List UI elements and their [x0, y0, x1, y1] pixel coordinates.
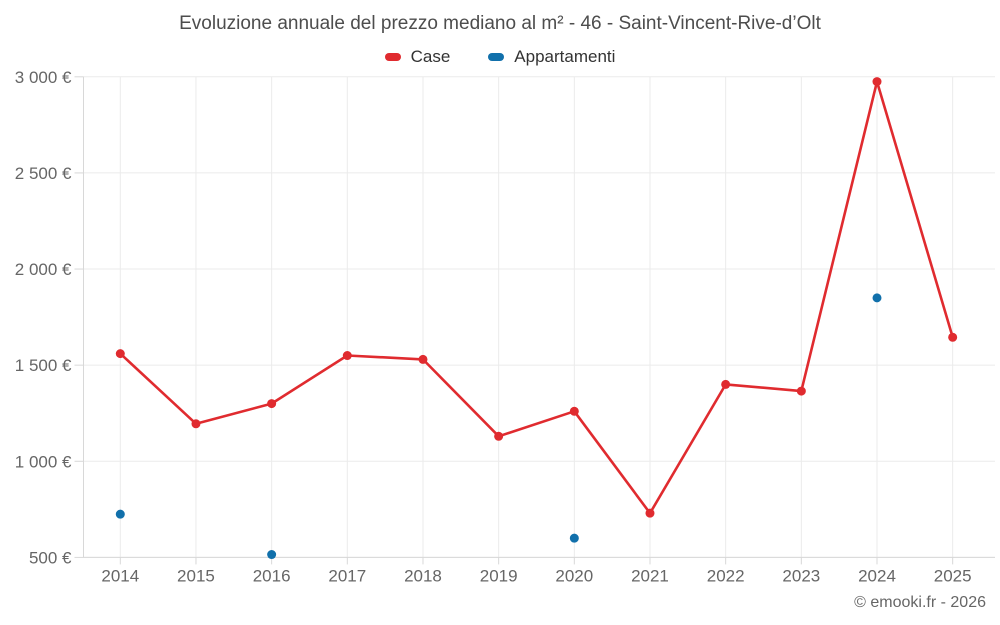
x-axis-label: 2019 — [480, 567, 518, 586]
x-axis-label: 2015 — [177, 567, 215, 586]
x-axis-label: 2023 — [782, 567, 820, 586]
point-case-2014 — [115, 349, 125, 359]
point-appartamenti-2020 — [569, 533, 579, 543]
point-case-2016 — [267, 399, 277, 409]
point-case-2015 — [191, 419, 201, 429]
x-axis-label: 2014 — [101, 567, 139, 586]
legend-item-case[interactable]: Case — [384, 47, 451, 66]
point-case-2025 — [948, 332, 958, 342]
point-case-2021 — [645, 508, 655, 518]
legend-label-appartamenti: Appartamenti — [514, 47, 616, 66]
x-axis-label: 2021 — [631, 567, 669, 586]
point-case-2022 — [721, 379, 731, 389]
series-appartamenti — [115, 293, 882, 560]
y-axis-label: 500 € — [29, 548, 72, 567]
x-axis-label: 2020 — [555, 567, 593, 586]
point-case-2024 — [872, 77, 882, 87]
point-case-2020 — [569, 406, 579, 416]
gridlines — [83, 76, 995, 558]
y-axis-label: 1 000 € — [15, 452, 72, 471]
legend-swatch-case-icon — [384, 52, 401, 61]
y-axis-label: 2 000 € — [15, 260, 72, 279]
legend: Case Appartamenti — [0, 48, 1000, 65]
series-line-case — [119, 80, 954, 515]
point-appartamenti-2016 — [267, 550, 277, 560]
point-case-2019 — [494, 431, 504, 441]
x-axis-label: 2022 — [707, 567, 745, 586]
point-appartamenti-2014 — [115, 509, 125, 519]
series-case — [115, 77, 958, 518]
legend-label-case: Case — [410, 47, 451, 66]
y-axis-label: 2 500 € — [15, 164, 72, 183]
x-axis-labels: 2014 2015 2016 2017 2018 2019 2020 2021 2022 2023… — [101, 567, 971, 586]
point-appartamenti-2024 — [872, 293, 882, 303]
x-axis-label: 2017 — [328, 567, 366, 586]
y-axis-label: 1 500 € — [15, 356, 72, 375]
x-axis-label: 2025 — [934, 567, 972, 586]
legend-item-appartamenti[interactable]: Appartamenti — [488, 48, 615, 65]
x-axis-label: 2016 — [253, 567, 291, 586]
credit-text: © emooki.fr - 2026 — [854, 594, 986, 611]
x-axis-label: 2018 — [404, 567, 442, 586]
axes — [74, 76, 995, 565]
chart-title: Evoluzione annuale del prezzo mediano al… — [179, 13, 821, 34]
legend-swatch-appartamenti-icon — [488, 52, 505, 61]
point-case-2023 — [796, 386, 806, 396]
y-axis-labels: 500 € 1 000 € 1 500 € 2 000 € 2 500 € 3 000 € — [15, 68, 72, 568]
point-case-2018 — [418, 354, 428, 364]
x-axis-label: 2024 — [858, 567, 896, 586]
point-case-2017 — [342, 351, 352, 361]
y-axis-label: 3 000 € — [15, 68, 72, 87]
